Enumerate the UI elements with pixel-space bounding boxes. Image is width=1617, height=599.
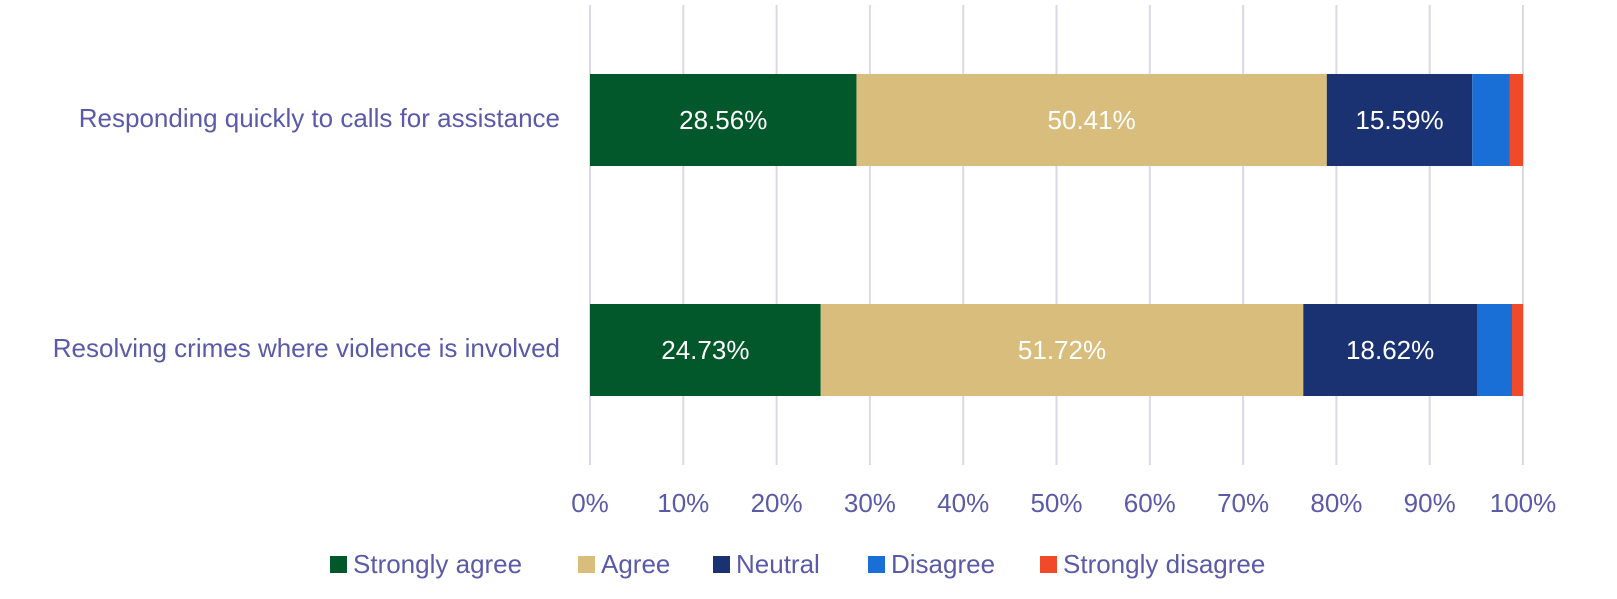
legend-label: Disagree <box>891 549 995 579</box>
bar-segment <box>590 74 857 166</box>
x-tick-label: 20% <box>751 488 803 518</box>
legend-swatch <box>330 556 347 573</box>
data-label: 15.59% <box>1355 105 1443 135</box>
x-tick-label: 90% <box>1404 488 1456 518</box>
category-label: Resolving crimes where violence is invol… <box>53 333 560 363</box>
bar-segment <box>856 74 1327 166</box>
x-tick-label: 100% <box>1490 488 1557 518</box>
bar-segment <box>1326 74 1473 166</box>
x-tick-label: 80% <box>1310 488 1362 518</box>
legend-label: Strongly agree <box>353 549 522 579</box>
data-label: 51.72% <box>1018 335 1106 365</box>
data-label: 28.56% <box>679 105 767 135</box>
x-tick-label: 50% <box>1030 488 1082 518</box>
x-tick-label: 0% <box>571 488 609 518</box>
legend-label: Agree <box>601 549 670 579</box>
data-label: 18.62% <box>1346 335 1434 365</box>
legend-label: Strongly disagree <box>1063 549 1265 579</box>
x-tick-label: 60% <box>1124 488 1176 518</box>
legend-swatch <box>578 556 595 573</box>
legend-label: Neutral <box>736 549 820 579</box>
x-tick-label: 40% <box>937 488 989 518</box>
legend-swatch <box>713 556 730 573</box>
x-tick-label: 70% <box>1217 488 1269 518</box>
category-label: Responding quickly to calls for assistan… <box>79 103 560 133</box>
bar-segment <box>1511 304 1523 396</box>
bar-segment <box>1303 304 1478 396</box>
bar-segment <box>1509 74 1523 166</box>
data-label: 24.73% <box>661 335 749 365</box>
bar-segment <box>820 304 1304 396</box>
x-tick-label: 30% <box>844 488 896 518</box>
legend-swatch <box>1040 556 1057 573</box>
legend-swatch <box>868 556 885 573</box>
bar-segment <box>1472 74 1510 166</box>
data-label: 50.41% <box>1048 105 1136 135</box>
bar-segment <box>590 304 821 396</box>
x-tick-label: 10% <box>657 488 709 518</box>
bar-segment <box>1477 304 1512 396</box>
